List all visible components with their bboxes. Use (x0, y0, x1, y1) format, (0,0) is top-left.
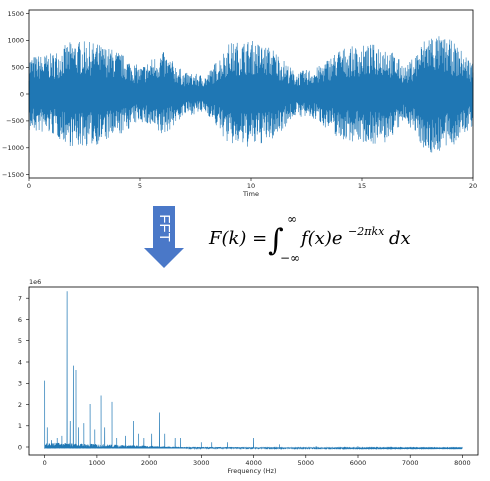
x-tick-label: 4000 (245, 459, 262, 467)
y-tick-label: −500 (6, 117, 24, 125)
waveform-y-ticks: 1500 1000 500 0 −500 −1000 −1500 (2, 10, 29, 179)
waveform-x-ticks: 0 5 10 15 20 (27, 178, 477, 190)
x-tick-label: 20 (469, 182, 477, 190)
x-tick-label: 5000 (298, 459, 315, 467)
spectrum-line (44, 291, 463, 450)
spectrum-chart: 1e6 7 6 5 4 3 2 1 0 0 1000 2000 (18, 278, 479, 475)
x-tick-label: 3000 (193, 459, 210, 467)
integral-upper-limit: ∞ (287, 212, 297, 226)
y-tick-label: 1000 (7, 37, 24, 45)
y-tick-label: 1500 (7, 10, 24, 18)
x-tick-label: 0 (43, 459, 47, 467)
formula-differential: dx (389, 228, 411, 249)
y-tick-label: 4 (18, 358, 22, 366)
y-tick-label: −1000 (2, 144, 24, 152)
formula-lhs: F(k) = (208, 228, 267, 249)
x-tick-label: 1000 (89, 459, 106, 467)
y-tick-label: 0 (20, 90, 24, 98)
x-tick-label: 5 (138, 182, 142, 190)
integral-lower-limit: −∞ (280, 251, 300, 265)
y-tick-label: −1500 (2, 171, 24, 179)
formula-exponent: −2πkx (348, 225, 385, 238)
y-tick-label: 500 (12, 64, 24, 72)
spectrum-x-axis-label: Frequency (Hz) (227, 467, 276, 475)
spectrum-frame (28, 286, 479, 456)
waveform-x-axis-label: Time (242, 190, 259, 198)
y-scale-exponent: 1e6 (29, 278, 41, 286)
y-tick-label: 6 (18, 316, 22, 324)
y-tick-label: 1 (18, 422, 22, 430)
formula-integrand: f(x)e (299, 228, 343, 249)
x-tick-label: 10 (247, 182, 255, 190)
waveform-line (28, 36, 474, 153)
y-tick-label: 7 (18, 295, 22, 303)
fourier-transform-formula: F(k) = ∫ ∞ −∞ f(x)e −2πkx dx (208, 212, 411, 265)
x-tick-label: 0 (27, 182, 31, 190)
x-tick-label: 8000 (454, 459, 471, 467)
y-tick-label: 0 (18, 443, 22, 451)
x-tick-label: 7000 (402, 459, 419, 467)
fft-arrow-label: FFT (156, 214, 173, 242)
y-tick-label: 3 (18, 380, 22, 388)
down-arrow-icon (144, 206, 184, 268)
spectrum-y-ticks: 7 6 5 4 3 2 1 0 (18, 295, 29, 451)
fft-arrow: FFT (144, 206, 184, 268)
y-tick-label: 5 (18, 337, 22, 345)
x-tick-label: 6000 (350, 459, 367, 467)
y-tick-label: 2 (18, 401, 22, 409)
integral-sign: ∫ (268, 223, 284, 258)
x-tick-label: 15 (358, 182, 366, 190)
waveform-chart: 1500 1000 500 0 −500 −1000 −1500 0 5 10 … (2, 9, 477, 198)
x-tick-label: 2000 (141, 459, 158, 467)
spectrum-x-ticks: 0 1000 2000 3000 4000 5000 6000 7000 800… (43, 455, 471, 467)
